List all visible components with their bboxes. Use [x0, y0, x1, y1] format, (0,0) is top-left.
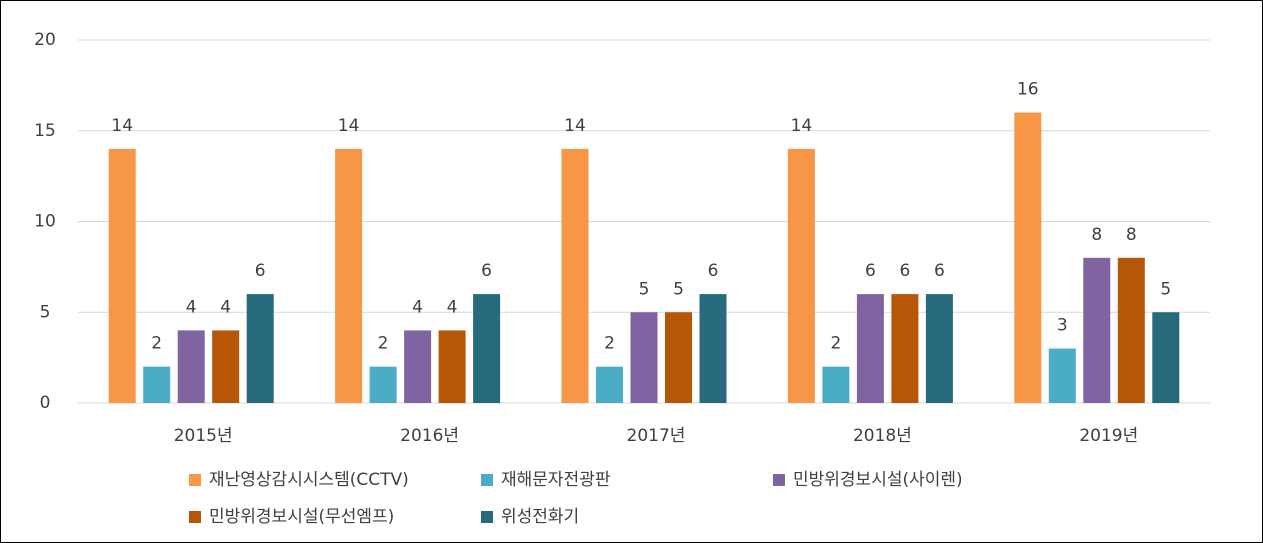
bar [665, 312, 692, 403]
data-label: 2 [604, 334, 615, 354]
legend-label: 민방위경보시설(무선엠프) [209, 507, 394, 527]
data-label: 6 [865, 261, 876, 281]
data-label: 2 [830, 334, 841, 354]
legend-swatch [481, 511, 493, 523]
y-tick-label: 5 [40, 302, 51, 322]
data-label: 8 [1091, 225, 1102, 245]
bar [335, 148, 363, 403]
data-label: 3 [1057, 316, 1068, 336]
data-label: 4 [186, 297, 197, 317]
bar [246, 294, 274, 403]
y-tick-label: 0 [40, 393, 51, 413]
data-label: 14 [111, 116, 133, 136]
bar [561, 148, 589, 403]
data-label: 14 [791, 116, 813, 136]
bar [473, 294, 501, 403]
data-label: 2 [151, 334, 162, 354]
x-tick-label: 2015년 [174, 426, 233, 446]
data-label: 4 [220, 297, 231, 317]
legend-label: 재해문자전광판 [501, 470, 611, 490]
x-tick-label: 2017년 [627, 426, 686, 446]
bar [1117, 257, 1145, 403]
legend-label: 재난영상감시시스템(CCTV) [209, 470, 409, 490]
legend-label: 민방위경보시설(사이렌) [793, 470, 963, 490]
bar [404, 330, 432, 403]
legend-swatch [773, 474, 785, 486]
bar [1014, 112, 1042, 403]
data-label: 4 [447, 297, 458, 317]
data-label: 4 [412, 297, 423, 317]
bar [891, 294, 919, 403]
data-label: 5 [673, 279, 684, 299]
bar [143, 366, 171, 403]
data-label: 6 [934, 261, 945, 281]
data-label: 5 [1160, 279, 1171, 299]
bar [925, 294, 953, 403]
bar [1048, 348, 1076, 403]
bar [699, 294, 727, 403]
legend-label: 위성전화기 [501, 507, 579, 527]
bar [596, 366, 623, 403]
legend-swatch [189, 511, 201, 523]
data-label: 16 [1017, 80, 1039, 100]
bar [438, 330, 466, 403]
x-tick-label: 2016년 [400, 426, 459, 446]
bar [787, 148, 815, 403]
data-label: 2 [378, 334, 389, 354]
bar [856, 294, 884, 403]
bar [822, 366, 850, 403]
data-label: 14 [564, 116, 586, 136]
data-label: 14 [338, 116, 360, 136]
y-tick-label: 20 [34, 30, 56, 50]
bar [369, 366, 397, 403]
data-label: 5 [639, 279, 650, 299]
x-tick-label: 2018년 [853, 426, 912, 446]
bar [177, 330, 205, 403]
data-label: 6 [708, 261, 719, 281]
bar [212, 330, 240, 403]
legend-swatch [189, 474, 201, 486]
bar [630, 312, 658, 403]
data-label: 8 [1126, 225, 1137, 245]
x-tick-label: 2019년 [1079, 426, 1138, 446]
y-tick-label: 10 [34, 212, 56, 232]
bar [1083, 257, 1111, 403]
y-tick-label: 15 [34, 121, 56, 141]
data-label: 6 [481, 261, 492, 281]
bar [1152, 312, 1180, 403]
legend-swatch [481, 474, 493, 486]
data-label: 6 [255, 261, 266, 281]
bar [108, 148, 136, 403]
data-label: 6 [899, 261, 910, 281]
